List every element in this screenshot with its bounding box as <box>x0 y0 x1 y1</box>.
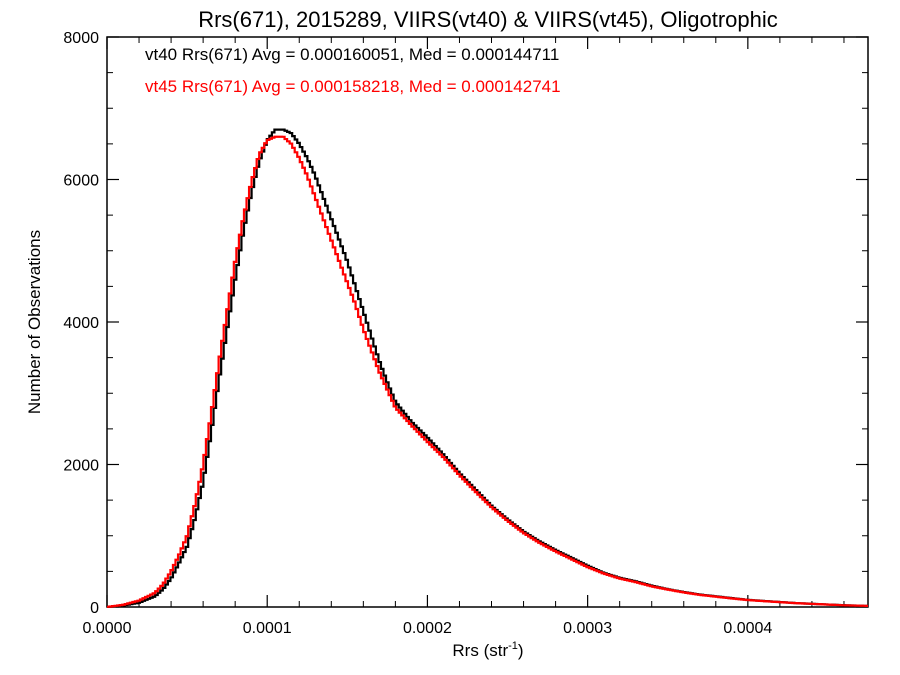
chart-title: Rrs(671), 2015289, VIIRS(vt40) & VIIRS(v… <box>198 7 778 32</box>
x-axis-label: Rrs (str-1) <box>452 640 523 660</box>
x-axis-label-exponent: -1 <box>508 640 518 652</box>
series-0-histogram <box>107 128 868 608</box>
series-1-histogram <box>107 135 868 608</box>
x-tick-label: 0.0004 <box>723 620 772 637</box>
y-tick-label: 2000 <box>63 458 99 475</box>
annotation-vt45: vt45 Rrs(671) Avg = 0.000158218, Med = 0… <box>145 77 561 96</box>
x-tick-label: 0.0002 <box>403 620 452 637</box>
axis-ticks <box>106 36 868 608</box>
y-tick-label: 0 <box>90 600 99 617</box>
x-axis-label-main: Rrs (str <box>452 641 508 660</box>
annotation-vt40: vt40 Rrs(671) Avg = 0.000160051, Med = 0… <box>145 45 559 64</box>
series-layer <box>107 128 868 608</box>
x-tick-label: 0.0003 <box>563 620 612 637</box>
y-axis-label: Number of Observations <box>25 230 44 414</box>
axis-tick-labels: 0.0000 0.0001 0.0002 0.0003 0.0004 0 2000 4000 6… <box>63 30 772 637</box>
y-tick-label: 8000 <box>63 30 99 47</box>
x-tick-label: 0.0001 <box>243 620 292 637</box>
x-axis-label-close: ) <box>518 641 524 660</box>
y-tick-label: 4000 <box>63 315 99 332</box>
x-tick-label: 0.0000 <box>83 620 132 637</box>
y-tick-label: 6000 <box>63 173 99 190</box>
plot-frame <box>106 36 869 608</box>
